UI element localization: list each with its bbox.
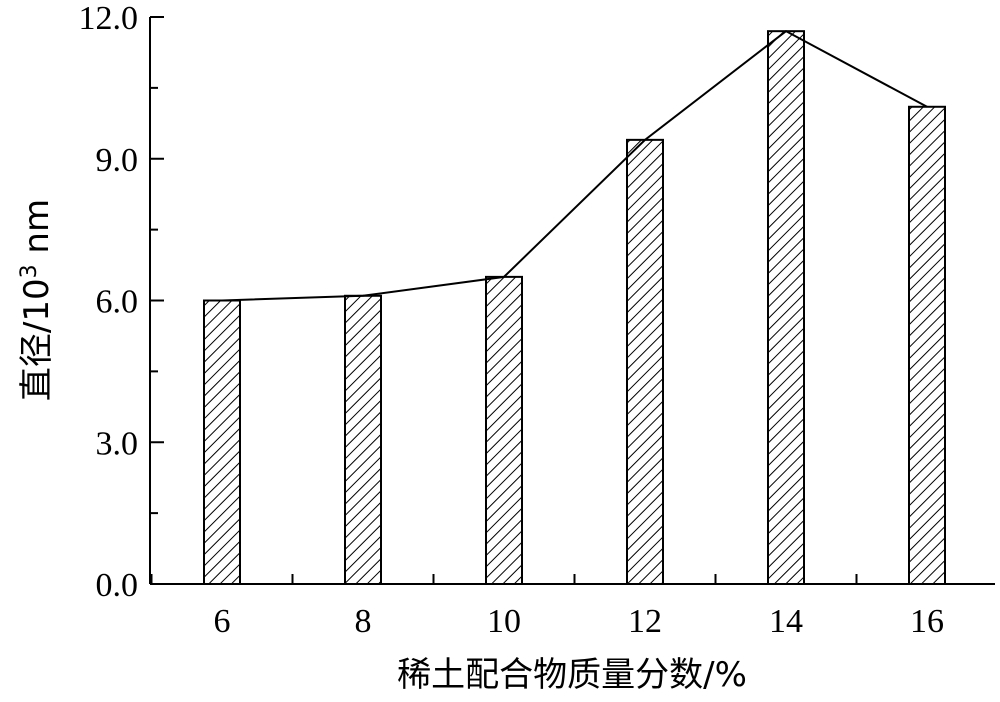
x-tick-label: 14 [769, 603, 803, 640]
trend-line [221, 29, 928, 302]
bar [485, 275, 523, 585]
y-axis-title-suffix: nm [17, 199, 57, 264]
y-tick-label: 12.0 [79, 0, 139, 37]
x-tick-label: 8 [355, 603, 372, 640]
y-axis-title: 直径/103 nm [17, 199, 57, 401]
x-tick-label: 10 [487, 603, 521, 640]
y-axis-ticks: 0.0 3.0 6.0 9.0 12.0 [79, 0, 164, 604]
y-tick-label: 6.0 [96, 284, 139, 321]
bar [908, 105, 946, 586]
y-tick-label: 9.0 [96, 142, 139, 179]
bar [767, 30, 805, 586]
y-tick-label: 0.0 [96, 567, 139, 604]
bars [203, 30, 946, 586]
x-tick-label: 16 [910, 603, 944, 640]
x-axis-ticks: 6 8 10 12 14 16 [150, 574, 944, 640]
y-tick-label: 3.0 [96, 425, 139, 462]
y-axis-title-exponent: 3 [17, 264, 42, 278]
bar [626, 138, 664, 585]
bar [344, 294, 382, 585]
x-tick-label: 6 [214, 603, 231, 640]
x-tick-label: 12 [628, 603, 662, 640]
bar [203, 299, 241, 585]
x-axis-title: 稀土配合物质量分数/% [397, 655, 747, 695]
y-axis-title-prefix: 直径/10 [17, 278, 57, 401]
